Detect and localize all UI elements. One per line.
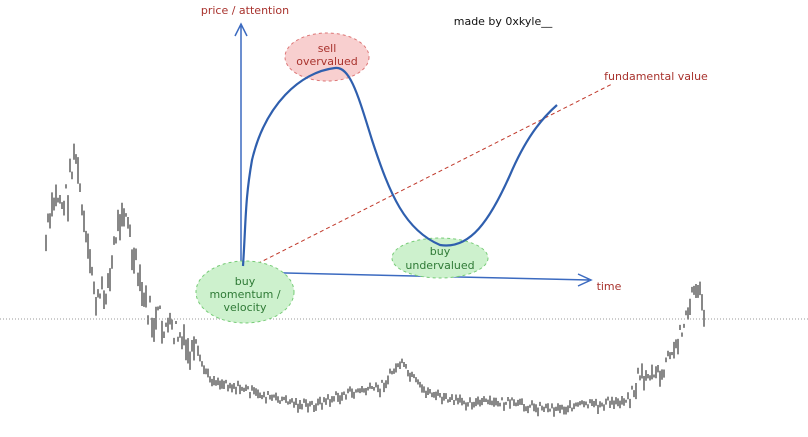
undervalued-label: undervalued [405, 259, 474, 272]
sell-label: overvalued [296, 55, 358, 68]
momentum-zone [195, 260, 295, 324]
undervalued-zone [391, 237, 489, 279]
sell-label: sell [318, 42, 337, 55]
y-axis [234, 22, 248, 282]
credit: made by 0xkyle__ [454, 15, 553, 28]
momentum-label: velocity [224, 301, 267, 314]
axes [234, 22, 593, 287]
x-axis-label: time [597, 280, 622, 293]
momentum-label: momentum / [209, 288, 280, 301]
hype-cycle-curve [241, 66, 558, 267]
undervalued-label: buy [430, 245, 451, 258]
fundamental-value-line [244, 83, 613, 271]
sell-zone [284, 32, 370, 82]
x-axis [240, 271, 593, 287]
background-price-history [45, 143, 705, 417]
y-axis-label: price / attention [201, 4, 289, 17]
momentum-label: buy [235, 275, 256, 288]
fundamental-label: fundamental value [604, 70, 708, 83]
